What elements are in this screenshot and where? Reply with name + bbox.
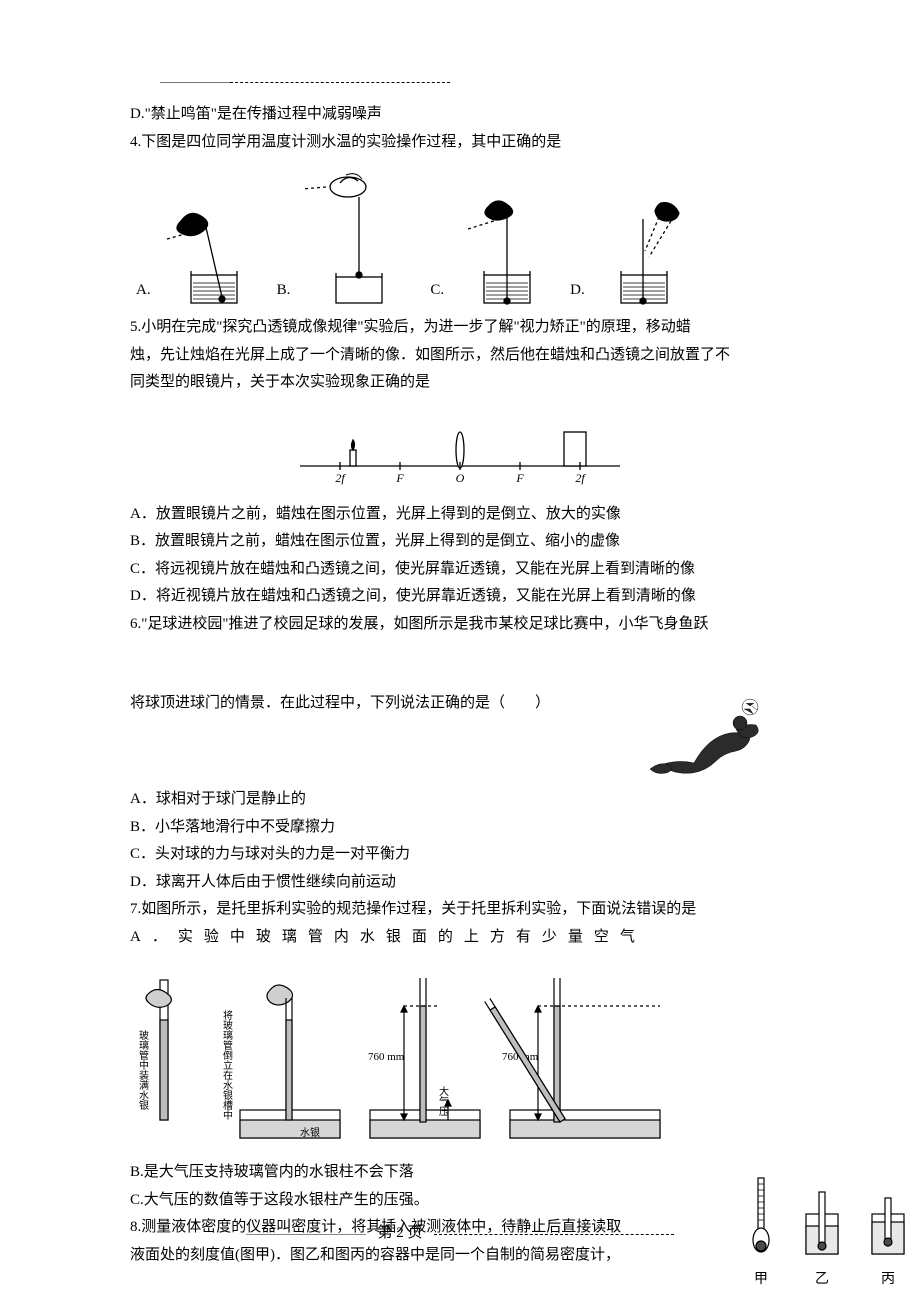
q4-label-b: B. [277, 278, 291, 308]
q4-label-a: A. [136, 278, 151, 308]
q6-soccer-dive-icon [640, 691, 790, 781]
q4-label-c: C. [430, 278, 444, 308]
q6-stem-line1: 6."足球进校园"推进了校园足球的发展，如图所示是我市某校足球比赛中，小华飞身鱼… [130, 612, 790, 638]
header-rule [160, 82, 790, 83]
header-rule-dashed [230, 82, 450, 83]
header-rule-solid [160, 82, 230, 83]
q7-torricelli-icon: 玻璃管中装满水银 水银 将玻璃管倒立在水银槽中 [130, 960, 690, 1150]
q7-label-760-a: 760 mm [368, 1051, 405, 1063]
q5-stem-line3: 同类型的眼镜片，关于本次实验现象正确的是 [130, 370, 790, 396]
q6-option-d: D．球离开人体后由于惯性继续向前运动 [130, 870, 790, 896]
q8-label-a: 甲 [744, 1268, 778, 1292]
q5-optical-bench-icon: 2f F O F 2f [290, 410, 630, 490]
q7-label-tube-fill: 玻璃管中装满水银 [137, 1029, 149, 1111]
q6-option-a: A．球相对于球门是静止的 [130, 787, 790, 813]
q5-diagram: 2f F O F 2f [130, 410, 790, 490]
page-content: D."禁止鸣笛"是在传播过程中减弱噪声 4.下图是四位同学用温度计测水温的实验操… [130, 70, 790, 1268]
footer-rule: 第 2 页 [130, 1221, 790, 1247]
q4-label-d: D. [570, 278, 585, 308]
q4-option-c: C. [430, 187, 546, 307]
q5-axis-f-right: F [515, 471, 524, 485]
q7-option-c: C.大气压的数值等于这段水银柱产生的压强。 [130, 1188, 790, 1214]
q4-stem: 4.下图是四位同学用温度计测水温的实验操作过程，其中正确的是 [130, 130, 790, 156]
footer-rule-right [434, 1234, 674, 1235]
q7-option-b: B.是大气压支持玻璃管内的水银柱不会下落 [130, 1160, 790, 1186]
q8-densimeter-c-icon [866, 1184, 910, 1264]
q5-axis-2f-right: 2f [575, 471, 586, 485]
q5-stem-line2: 烛，先让烛焰在光屏上成了一个清晰的像．如图所示，然后他在蜡烛和凸透镜之间放置了不 [130, 343, 790, 369]
q7-label-mercury: 水银 [300, 1126, 320, 1139]
q5-option-a: A．放置眼镜片之前，蜡烛在图示位置，光屏上得到的是倒立、放大的实像 [130, 502, 790, 528]
q8-densimeter-a-icon [744, 1174, 778, 1264]
q4-figure-b-icon [296, 167, 406, 307]
q8-densimeter-b-icon [800, 1184, 844, 1264]
q6-option-c: C．头对球的力与球对头的力是一对平衡力 [130, 842, 790, 868]
q7-option-a: A．实验中玻璃管内水银面的上方有少量空气 [130, 925, 790, 951]
q4-figure-d-icon [591, 187, 687, 307]
q8-label-b: 乙 [800, 1268, 844, 1292]
q4-option-a: A. [136, 187, 253, 307]
q4-figure-a-icon [157, 187, 253, 307]
q4-option-b: B. [277, 167, 407, 307]
footer-rule-left [246, 1234, 366, 1235]
q5-axis-o: O [456, 471, 465, 485]
q6-option-b: B．小华落地滑行中不受摩擦力 [130, 815, 790, 841]
q5-option-d: D．将近视镜片放在蜡烛和凸透镜之间，使光屏靠近透镜，又能在光屏上看到清晰的像 [130, 584, 790, 610]
q4-figure-c-icon [450, 187, 546, 307]
q7-label-invert: 将玻璃管倒立在水银槽中 [221, 1010, 233, 1121]
q5-stem-line1: 5.小明在完成"探究凸透镜成像规律"实验后，为进一步了解"视力矫正"的原理，移动… [130, 315, 790, 341]
q7-stem: 7.如图所示，是托里拆利实验的规范操作过程，关于托里拆利实验，下面说法错误的是 [130, 897, 790, 923]
page-number: 第 2 页 [373, 1221, 426, 1247]
q8-label-c: 丙 [866, 1268, 910, 1292]
q7-label-atm-a: 大气压 [437, 1085, 449, 1117]
q5-axis-2f-left: 2f [335, 471, 346, 485]
q6-figure [640, 691, 790, 781]
q5-option-c: C．将远视镜片放在蜡烛和凸透镜之间，使光屏靠近透镜，又能在光屏上看到清晰的像 [130, 557, 790, 583]
q4-option-d: D. [570, 187, 687, 307]
q3-option-d: D."禁止鸣笛"是在传播过程中减弱噪声 [130, 102, 790, 128]
q8-fig-b: 乙 [800, 1184, 844, 1292]
q4-figure-row: A. B. [130, 157, 790, 313]
q7-figure-row: 玻璃管中装满水银 水银 将玻璃管倒立在水银槽中 [130, 960, 790, 1150]
q8-fig-c: 丙 [866, 1184, 910, 1292]
q5-option-b: B．放置眼镜片之前，蜡烛在图示位置，光屏上得到的是倒立、缩小的虚像 [130, 529, 790, 555]
q5-axis-f-left: F [395, 471, 404, 485]
